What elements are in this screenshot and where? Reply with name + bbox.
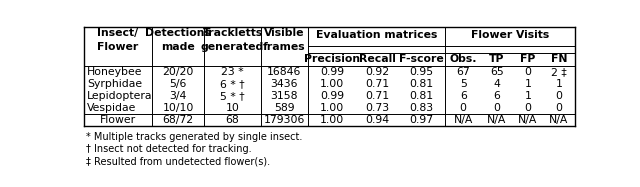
Text: TP: TP bbox=[490, 54, 505, 64]
Text: * Multiple tracks generated by single insect.: * Multiple tracks generated by single in… bbox=[86, 132, 303, 142]
Text: F-score: F-score bbox=[399, 54, 444, 64]
Text: 23 *: 23 * bbox=[221, 67, 244, 77]
Text: Trackletts
generated: Trackletts generated bbox=[201, 28, 264, 51]
Text: 3436: 3436 bbox=[271, 79, 298, 89]
Text: 1: 1 bbox=[525, 91, 531, 101]
Text: Recall: Recall bbox=[358, 54, 396, 64]
Text: Insect/
Flower: Insect/ Flower bbox=[97, 28, 138, 51]
Text: 0.71: 0.71 bbox=[365, 91, 389, 101]
Text: 3158: 3158 bbox=[271, 91, 298, 101]
Text: 179306: 179306 bbox=[264, 115, 305, 125]
Text: Syrphidae: Syrphidae bbox=[87, 79, 142, 89]
Text: 4: 4 bbox=[493, 79, 500, 89]
Text: 0.92: 0.92 bbox=[365, 67, 389, 77]
Text: 1.00: 1.00 bbox=[320, 79, 344, 89]
Text: 0.71: 0.71 bbox=[365, 79, 389, 89]
Text: 0.81: 0.81 bbox=[409, 91, 433, 101]
Text: 6 * †: 6 * † bbox=[220, 79, 245, 89]
Text: 0.81: 0.81 bbox=[409, 79, 433, 89]
Text: FN: FN bbox=[551, 54, 567, 64]
Text: 1: 1 bbox=[556, 79, 563, 89]
Text: 5: 5 bbox=[460, 79, 467, 89]
Text: 67: 67 bbox=[456, 67, 470, 77]
Text: 0.97: 0.97 bbox=[409, 115, 433, 125]
Text: ‡ Resulted from undetected flower(s).: ‡ Resulted from undetected flower(s). bbox=[86, 156, 271, 166]
Text: Vespidae: Vespidae bbox=[87, 103, 136, 113]
Text: Detections
made: Detections made bbox=[145, 28, 211, 51]
Text: 1.00: 1.00 bbox=[320, 103, 344, 113]
Text: 0.99: 0.99 bbox=[320, 67, 344, 77]
Text: 16846: 16846 bbox=[267, 67, 301, 77]
Text: Flower Visits: Flower Visits bbox=[470, 30, 549, 40]
Text: 0: 0 bbox=[556, 103, 563, 113]
Text: N/A: N/A bbox=[454, 115, 473, 125]
Text: 589: 589 bbox=[274, 103, 294, 113]
Text: 0: 0 bbox=[460, 103, 467, 113]
Text: 5 * †: 5 * † bbox=[220, 91, 245, 101]
Text: Evaluation matrices: Evaluation matrices bbox=[316, 30, 437, 40]
Text: 0: 0 bbox=[493, 103, 500, 113]
Text: 68: 68 bbox=[226, 115, 239, 125]
Text: 0.95: 0.95 bbox=[409, 67, 433, 77]
Text: 6: 6 bbox=[460, 91, 467, 101]
Text: N/A: N/A bbox=[488, 115, 507, 125]
Text: 68/72: 68/72 bbox=[163, 115, 194, 125]
Text: 20/20: 20/20 bbox=[163, 67, 194, 77]
Text: 1: 1 bbox=[525, 79, 531, 89]
Text: 6: 6 bbox=[493, 91, 500, 101]
Text: Obs.: Obs. bbox=[449, 54, 477, 64]
Text: 0.99: 0.99 bbox=[320, 91, 344, 101]
Text: 0: 0 bbox=[525, 103, 532, 113]
Text: 0.83: 0.83 bbox=[409, 103, 433, 113]
Text: Precision: Precision bbox=[304, 54, 360, 64]
Text: Visible
frames: Visible frames bbox=[263, 28, 305, 51]
Text: N/A: N/A bbox=[549, 115, 569, 125]
Text: 5/6: 5/6 bbox=[170, 79, 187, 89]
Text: FP: FP bbox=[520, 54, 536, 64]
Text: 0: 0 bbox=[556, 91, 563, 101]
Text: Honeybee: Honeybee bbox=[87, 67, 143, 77]
Text: 10/10: 10/10 bbox=[163, 103, 194, 113]
Text: 0.73: 0.73 bbox=[365, 103, 389, 113]
Text: 65: 65 bbox=[490, 67, 504, 77]
Text: 0.94: 0.94 bbox=[365, 115, 389, 125]
Text: 10: 10 bbox=[226, 103, 239, 113]
Text: 1.00: 1.00 bbox=[320, 115, 344, 125]
Text: 3/4: 3/4 bbox=[170, 91, 187, 101]
Text: Flower: Flower bbox=[100, 115, 136, 125]
Text: Lepidoptera: Lepidoptera bbox=[87, 91, 152, 101]
Text: † Insect not detected for tracking.: † Insect not detected for tracking. bbox=[86, 144, 252, 154]
Text: 0: 0 bbox=[525, 67, 532, 77]
Text: 2 ‡: 2 ‡ bbox=[551, 67, 567, 77]
Text: N/A: N/A bbox=[518, 115, 538, 125]
